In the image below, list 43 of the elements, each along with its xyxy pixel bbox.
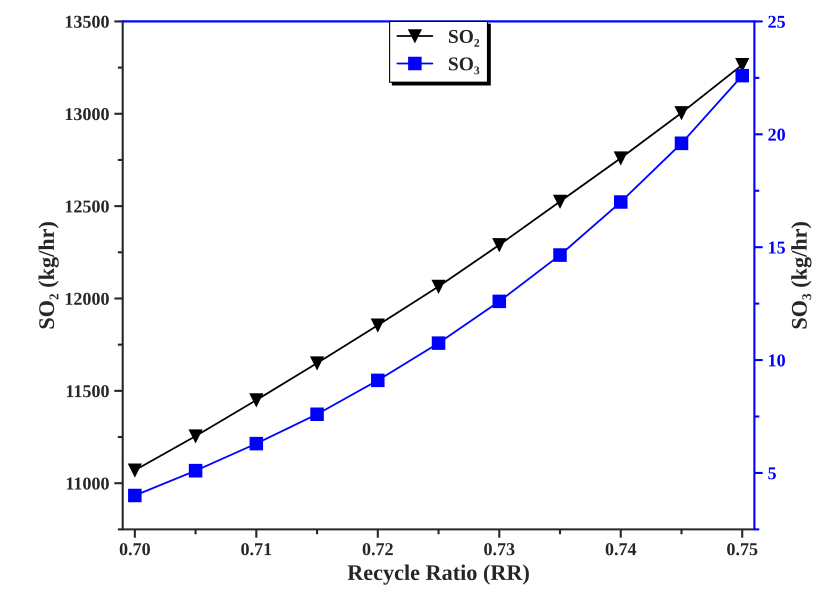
y-tick-label: 11500: [66, 385, 109, 398]
point: [553, 248, 567, 262]
y2-tick-label: 5: [768, 467, 776, 480]
point: [614, 195, 628, 209]
legend-label: SO₃: [448, 57, 480, 74]
y2-axis-title: SO₃ (kg/hr): [791, 222, 812, 328]
x-tick-label: 0.73: [484, 543, 514, 556]
point: [128, 488, 142, 502]
point: [371, 318, 385, 332]
y-tick-label: 11000: [66, 477, 109, 490]
x-tick-label: 0.70: [120, 543, 150, 556]
x-tick-label: 0.74: [606, 543, 636, 556]
point: [492, 238, 506, 252]
y-tick-label: 13500: [66, 16, 109, 28]
point: [674, 136, 688, 150]
y-tick-label: 12500: [66, 200, 109, 213]
point: [128, 464, 142, 478]
point: [188, 464, 202, 478]
x-tick-label: 0.71: [241, 543, 272, 556]
x-axis-title: Recycle Ratio (RR): [348, 564, 529, 585]
y-tick-label: 12000: [66, 292, 109, 305]
y2-tick-label: 15: [769, 242, 785, 254]
point: [614, 151, 628, 165]
point: [432, 336, 446, 350]
point: [250, 436, 264, 450]
point: [250, 393, 264, 407]
point: [735, 68, 750, 82]
point: [310, 407, 324, 422]
point: [553, 194, 567, 208]
point: [188, 429, 202, 443]
point: [371, 374, 385, 388]
y-axis-title: SO₂ (kg/hr): [38, 222, 59, 328]
point: [492, 294, 506, 308]
y2-tick-label: 20: [768, 128, 785, 141]
x-tick-label: 0.72: [362, 543, 393, 556]
y2-tick-label: 25: [768, 16, 785, 28]
point: [674, 106, 688, 120]
point: [310, 356, 324, 370]
y-tick-label: 13000: [66, 108, 109, 120]
point: [432, 280, 446, 294]
x-tick-label: 0.75: [727, 543, 758, 556]
y2-tick-label: 10: [769, 354, 785, 366]
legend-label: SO₂: [448, 30, 480, 47]
